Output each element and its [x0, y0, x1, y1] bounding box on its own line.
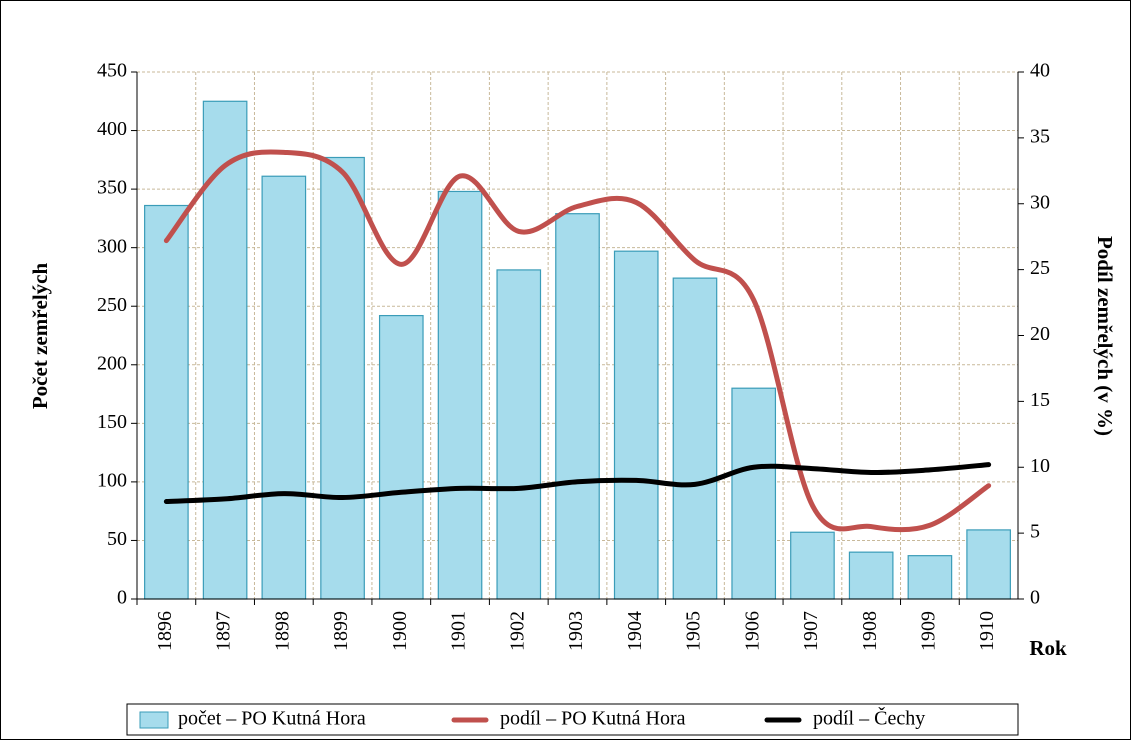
x-tick-label: 1905: [683, 611, 705, 651]
y-tick-label: 150: [97, 411, 127, 433]
x-tick-label: 1899: [330, 611, 352, 651]
y-axis-label: Počet zemřelých: [28, 263, 52, 410]
x-tick-label: 1902: [506, 611, 528, 651]
x-tick-label: 1910: [976, 611, 998, 651]
legend-label: podíl – Čechy: [813, 706, 925, 730]
y2-tick-label: 35: [1030, 125, 1050, 147]
y2-tick-label: 25: [1030, 257, 1050, 279]
y2-axis-label: Podíl zemřelých (v %): [1093, 236, 1117, 436]
bar: [790, 531, 835, 600]
x-axis-label: Rok: [1029, 636, 1067, 660]
y2-tick-label: 10: [1030, 455, 1050, 477]
y-tick-label: 250: [97, 294, 127, 316]
y-tick-label: 450: [97, 60, 127, 82]
bar: [320, 156, 365, 600]
x-tick-label: 1901: [448, 611, 470, 651]
x-tick-label: 1897: [213, 611, 235, 651]
y-tick-label: 200: [97, 352, 127, 374]
x-tick-label: 1907: [800, 611, 822, 651]
x-tick-label: 1908: [859, 611, 881, 651]
line: [163, 149, 992, 533]
x-tick-label: 1906: [741, 611, 763, 651]
x-tick-label: 1900: [389, 611, 411, 651]
legend-label: počet – PO Kutná Hora: [178, 708, 366, 730]
x-tick-label: 1903: [565, 611, 587, 651]
bar: [672, 277, 718, 600]
bar: [144, 204, 189, 600]
x-tick-label: 1909: [917, 611, 939, 651]
y2-tick-label: 0: [1030, 587, 1040, 609]
bar: [613, 250, 659, 600]
line: [163, 462, 992, 505]
bar: [731, 387, 777, 600]
y-tick-label: 350: [97, 177, 127, 199]
bar: [848, 551, 894, 600]
legend-swatch: [139, 711, 169, 729]
bar: [496, 269, 542, 600]
bar: [378, 314, 424, 600]
bar: [437, 190, 483, 600]
bar: [907, 555, 953, 600]
x-tick-label: 1898: [271, 611, 293, 651]
legend-label: podíl – PO Kutná Hora: [500, 708, 686, 730]
bar: [202, 100, 248, 600]
y-tick-label: 400: [97, 118, 127, 140]
y2-tick-label: 5: [1030, 521, 1040, 543]
y-tick-label: 0: [117, 587, 127, 609]
y2-tick-label: 40: [1030, 60, 1050, 82]
bar: [261, 175, 307, 600]
x-tick-label: 1904: [624, 611, 646, 651]
bar: [966, 529, 1011, 600]
y-tick-label: 100: [97, 469, 127, 491]
y-tick-label: 300: [97, 235, 127, 257]
y-tick-label: 50: [107, 528, 127, 550]
bar: [555, 213, 600, 600]
y2-tick-label: 30: [1030, 191, 1050, 213]
x-tick-label: 1896: [154, 611, 176, 651]
y2-tick-label: 15: [1030, 389, 1050, 411]
legend-box: [126, 703, 1019, 736]
y2-tick-label: 20: [1030, 323, 1050, 345]
